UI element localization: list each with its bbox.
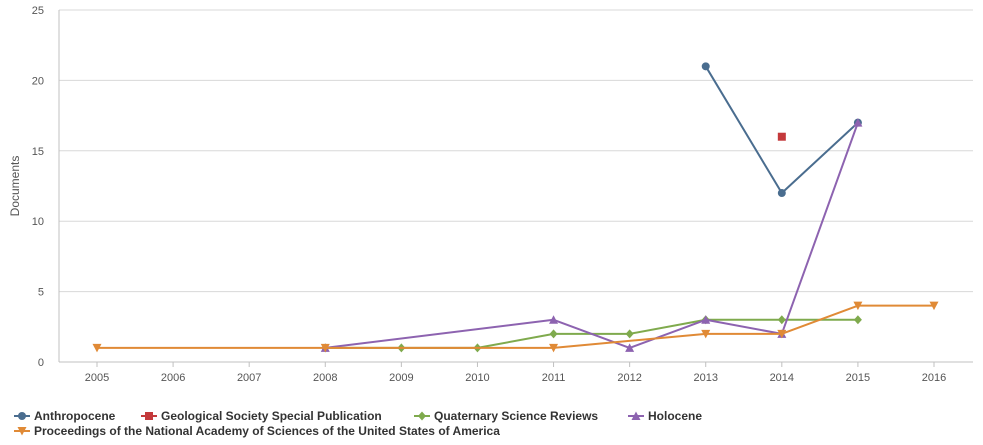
data-point-holocene[interactable] [549,315,559,324]
data-point-quaternary-science-reviews[interactable] [625,329,634,339]
series-proceedings-of-the-national-academy-of-sciences-of-the-united-states-of-america [92,301,939,353]
series-line-anthropocene[interactable] [704,65,859,195]
legend-label: Proceedings of the National Academy of S… [34,424,500,438]
y-tick-label: 15 [32,146,44,158]
data-point-holocene[interactable] [625,343,635,352]
y-tick-label: 10 [32,216,44,228]
legend-item-proceedings-of-the-national-academy-of-sciences-of-the-united-states-of-america[interactable]: Proceedings of the National Academy of S… [14,424,500,438]
legend-symbol [18,412,26,420]
x-tick-label: 2016 [922,372,946,384]
legend[interactable]: Anthropocene Geological Society Special P… [14,409,702,438]
x-tick-label: 2005 [85,372,109,384]
data-point-proceedings-of-the-national-academy-of-sciences-of-the-united-states-of-america[interactable] [92,343,102,353]
data-point-holocene[interactable] [853,118,863,127]
series-geological-society-special-publication [777,132,786,141]
data-point-proceedings-of-the-national-academy-of-sciences-of-the-united-states-of-america[interactable] [549,343,559,353]
data-point-quaternary-science-reviews[interactable] [853,315,862,325]
legend-symbol [17,427,27,436]
axis-layer: 0 5 10 15 20 25 2005 2006 2007 2008 2009 2010 2011 20… [32,5,973,384]
legend-label: Geological Society Special Publication [161,409,382,423]
series-holocene [320,118,863,352]
data-point-proceedings-of-the-national-academy-of-sciences-of-the-united-states-of-america[interactable] [701,329,711,339]
x-tick-label: 2009 [389,372,413,384]
legend-item-quaternary-science-reviews[interactable]: Quaternary Science Reviews [414,409,598,423]
legend-symbol [145,412,153,420]
y-axis-title: Documents [8,156,22,217]
data-point-quaternary-science-reviews[interactable] [549,329,558,339]
x-tick-label: 2008 [313,372,337,384]
data-point-proceedings-of-the-national-academy-of-sciences-of-the-united-states-of-america[interactable] [853,301,863,311]
data-point-proceedings-of-the-national-academy-of-sciences-of-the-united-states-of-america[interactable] [929,301,939,311]
legend-label: Holocene [648,409,702,423]
data-point-quaternary-science-reviews[interactable] [777,315,786,325]
y-tick-label: 20 [32,75,44,87]
x-tick-label: 2007 [237,372,261,384]
y-tick-label: 0 [38,357,44,369]
data-point-geological-society-special-publication[interactable] [777,132,786,141]
legend-item-anthropocene[interactable]: Anthropocene [14,409,116,423]
legend-item-geological-society-special-publication[interactable]: Geological Society Special Publication [141,409,382,423]
legend-symbol [631,411,641,420]
data-point-anthropocene[interactable] [701,62,710,71]
x-tick-label: 2013 [693,372,717,384]
data-point-holocene[interactable] [701,315,711,324]
data-point-proceedings-of-the-national-academy-of-sciences-of-the-united-states-of-america[interactable] [777,329,787,339]
series-layer [92,62,939,353]
x-tick-label: 2012 [617,372,641,384]
legend-label: Anthropocene [34,409,116,423]
x-tick-label: 2006 [161,372,185,384]
series-line-holocene[interactable] [325,122,859,349]
x-tick-label: 2015 [846,372,870,384]
legend-item-holocene[interactable]: Holocene [628,409,702,423]
x-tick-label: 2011 [542,372,566,384]
legend-label: Quaternary Science Reviews [434,409,598,423]
legend-symbol [418,411,426,421]
y-tick-label: 25 [32,5,44,17]
data-point-anthropocene[interactable] [777,189,786,198]
x-tick-label: 2014 [770,372,794,384]
x-tick-label: 2010 [465,372,489,384]
data-point-proceedings-of-the-national-academy-of-sciences-of-the-united-states-of-america[interactable] [320,343,330,353]
y-tick-label: 5 [38,287,44,299]
